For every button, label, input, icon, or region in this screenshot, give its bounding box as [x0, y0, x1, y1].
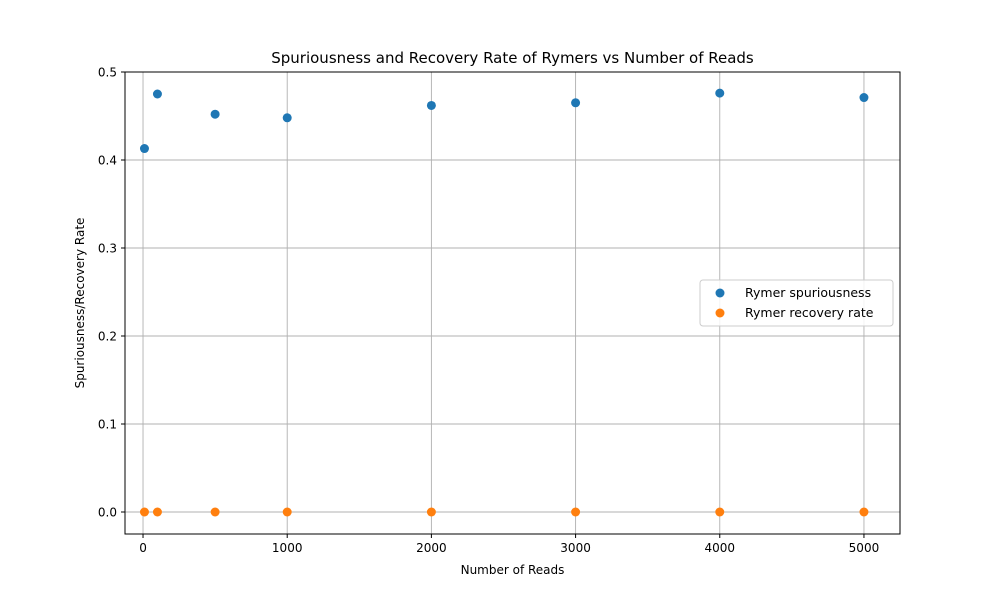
legend-box	[699, 279, 894, 327]
spuriousness-point	[139, 144, 149, 154]
points-layer	[139, 88, 869, 517]
x-tick-label: 2000	[416, 541, 447, 555]
spuriousness-point	[152, 89, 162, 99]
recovery-rate-point	[715, 507, 725, 517]
y-tick-label: 0.3	[98, 242, 117, 256]
spuriousness-point	[426, 100, 436, 110]
y-axis-label: Spuriousness/Recovery Rate	[73, 218, 87, 389]
recovery-rate-point	[426, 507, 436, 517]
spuriousness-point	[210, 109, 220, 119]
recovery-rate-point	[859, 507, 869, 517]
x-tick-label: 1000	[272, 541, 303, 555]
spuriousness-point	[571, 98, 581, 108]
x-tick-label: 0	[139, 541, 147, 555]
legend-marker-spuriousness	[715, 288, 725, 298]
y-tick-label: 0.1	[98, 418, 117, 432]
spuriousness-point	[282, 113, 292, 123]
y-tick-label: 0.4	[98, 154, 117, 168]
x-tick-label: 4000	[704, 541, 735, 555]
y-tick-label: 0.2	[98, 330, 117, 344]
plot-frame	[124, 71, 901, 535]
x-tick-label: 5000	[849, 541, 880, 555]
x-axis-label: Number of Reads	[461, 563, 565, 577]
legend: Rymer spuriousness Rymer recovery rate	[699, 279, 894, 327]
legend-label-recovery-rate: Rymer recovery rate	[745, 305, 874, 320]
legend-label-spuriousness: Rymer spuriousness	[745, 285, 871, 300]
spuriousness-point	[715, 88, 725, 98]
y-tick-label: 0.5	[98, 66, 117, 80]
legend-marker-recovery-rate	[715, 308, 725, 318]
recovery-rate-point	[571, 507, 581, 517]
recovery-rate-point	[282, 507, 292, 517]
recovery-rate-point	[210, 507, 220, 517]
recovery-rate-point	[152, 507, 162, 517]
recovery-rate-point	[139, 507, 149, 517]
x-tick-label: 3000	[560, 541, 591, 555]
y-tick-label: 0.0	[98, 506, 117, 520]
ticks-layer: 0 1000 2000 3000 4000 5000 0.0 0.1 0.2 0.3 0.4 0.5	[98, 66, 879, 556]
spuriousness-point	[859, 93, 869, 103]
chart-title: Spuriousness and Recovery Rate of Rymers…	[271, 49, 754, 67]
